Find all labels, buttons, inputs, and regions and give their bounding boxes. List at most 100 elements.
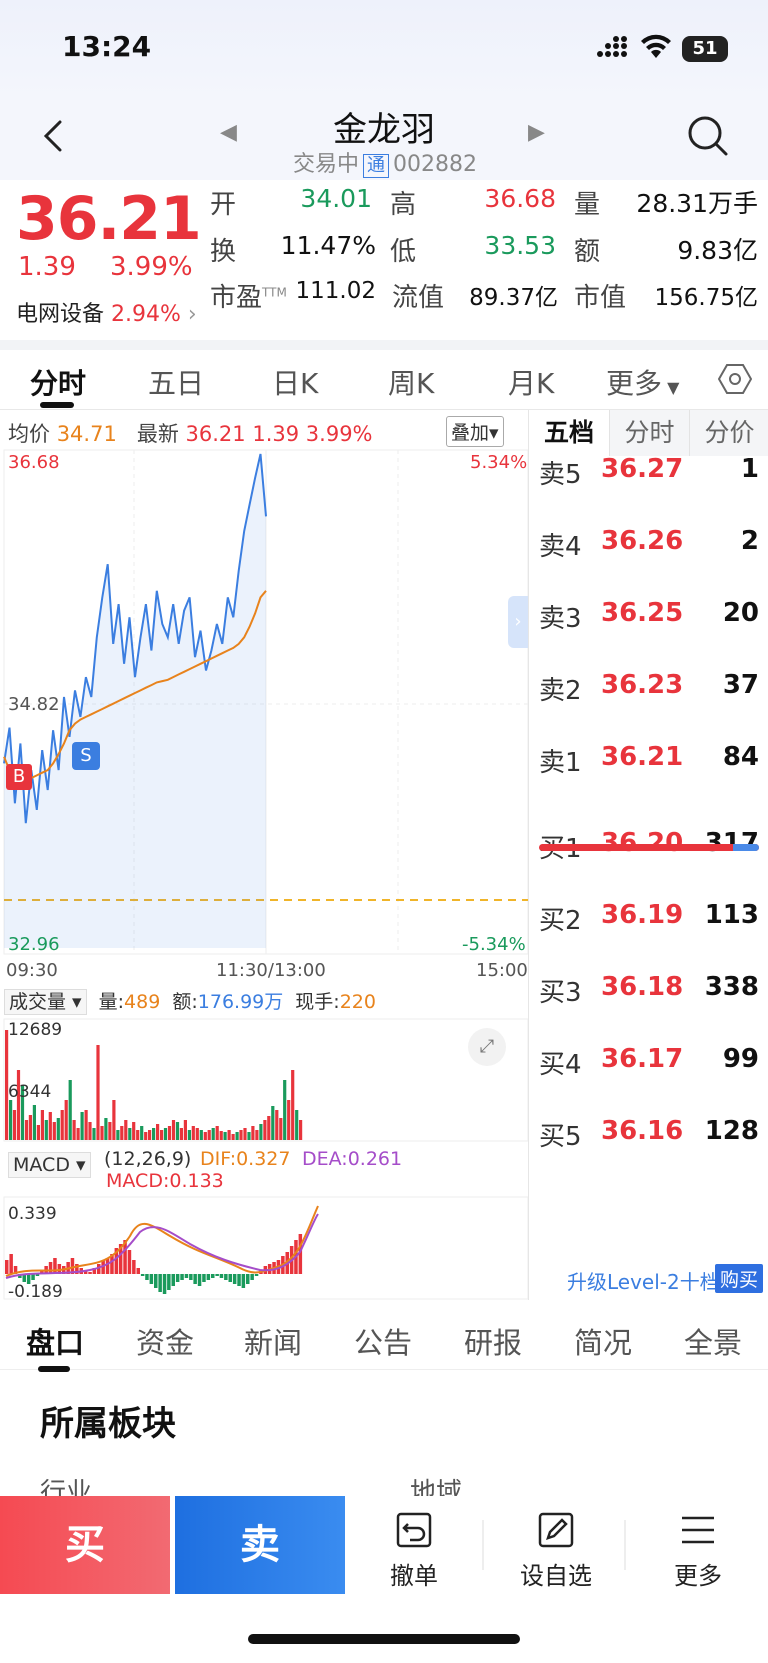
bid-ask-ratio-bar: [539, 844, 759, 851]
pct-axis-bottom: -5.34%: [462, 934, 526, 955]
volume-bar: [215, 1126, 219, 1140]
volume-bar: [144, 1132, 148, 1140]
bid-level-volume: 128: [704, 1116, 759, 1146]
bid-level-label: 买5: [539, 1122, 582, 1152]
macd-bar: [88, 1272, 92, 1274]
macd-bar: [171, 1274, 175, 1286]
open-value: 34.01: [300, 184, 372, 213]
volume-bar: [56, 1118, 60, 1140]
macd-bar: [219, 1274, 224, 1278]
tab-capital[interactable]: 资金: [136, 1326, 195, 1360]
ask-level-row[interactable]: 卖3 36.25 20: [529, 598, 768, 638]
tab-five-levels[interactable]: 五档: [529, 410, 609, 456]
intraday-price-chart[interactable]: [0, 448, 528, 976]
tab-overview[interactable]: 全景: [684, 1326, 743, 1360]
tab-announcements[interactable]: 公告: [354, 1326, 413, 1360]
tab-ticks[interactable]: 分时: [609, 410, 689, 456]
bid-level-label: 买3: [539, 978, 582, 1008]
macd-selector[interactable]: MACD ▾: [8, 1152, 91, 1178]
volume-bar: [52, 1122, 56, 1140]
bid-level-label: 买2: [539, 906, 582, 936]
buy-button[interactable]: 买: [0, 1496, 170, 1594]
sell-marker[interactable]: S: [72, 742, 100, 770]
volume-bar: [263, 1120, 267, 1140]
mktcap-value: 156.75亿: [654, 285, 758, 311]
macd-bar: [202, 1274, 206, 1282]
avg-value: 34.71: [56, 422, 117, 446]
tab-order-book[interactable]: 盘口: [26, 1326, 85, 1360]
volume-bar: [16, 1070, 21, 1140]
bid-level-volume: 99: [722, 1044, 759, 1074]
macd-bar: [145, 1274, 149, 1280]
expand-panel-handle[interactable]: ›: [508, 596, 528, 648]
overlay-dropdown[interactable]: 叠加▾: [446, 416, 504, 447]
macd-bar: [298, 1234, 303, 1274]
macd-bar: [35, 1274, 40, 1276]
info-tab-bar: 盘口 资金 新闻 公告 研报 简况 全景: [0, 1300, 768, 1372]
volume-bar: [191, 1126, 195, 1140]
buy-marker[interactable]: B: [6, 764, 32, 790]
fullscreen-icon[interactable]: ⤢: [468, 1028, 506, 1066]
macd-bar: [105, 1258, 110, 1274]
tab-price-distribution[interactable]: 分价: [689, 410, 768, 456]
quote-panel: 36.21 1.39 3.99% 电网设备 2.94% › 开 34.01 高 …: [0, 180, 768, 340]
back-icon[interactable]: [34, 116, 74, 156]
bid-level-row[interactable]: 买5 36.16 128: [529, 1116, 768, 1156]
macd-chart[interactable]: [0, 1196, 528, 1300]
prev-stock-arrow-icon[interactable]: ◀: [220, 120, 237, 145]
cancel-order-button[interactable]: 撤单: [364, 1510, 464, 1591]
volume-bar: [235, 1132, 239, 1140]
add-watchlist-button[interactable]: 设自选: [506, 1510, 606, 1591]
ask-level-row[interactable]: 卖4 36.26 2: [529, 526, 768, 566]
home-indicator: [248, 1634, 520, 1644]
tab-weekly-k[interactable]: 周K: [388, 367, 435, 400]
volume-bar: [5, 1030, 9, 1140]
volume-bar: [44, 1120, 48, 1140]
volume-bar: [279, 1118, 283, 1140]
sector-section-title: 所属板块: [40, 1404, 176, 1444]
time-axis-start: 09:30: [6, 960, 58, 981]
volume-bar: [283, 1080, 287, 1140]
volume-bar: [80, 1112, 84, 1140]
bid-level-row[interactable]: 买2 36.19 113: [529, 900, 768, 940]
bid-level-row[interactable]: 买4 36.17 99: [529, 1044, 768, 1084]
macd-bar: [140, 1274, 145, 1276]
ask-level-row[interactable]: 卖1 36.21 84: [529, 742, 768, 782]
macd-bar: [254, 1274, 259, 1276]
stock-subtitle: 交易中通 002882: [260, 146, 510, 178]
search-icon[interactable]: [686, 114, 730, 158]
tab-news[interactable]: 新闻: [244, 1326, 303, 1360]
ask-level-price: 36.27: [601, 454, 684, 484]
sell-button[interactable]: 卖: [175, 1496, 345, 1594]
tab-intraday[interactable]: 分时: [30, 367, 87, 400]
upgrade-level2-link[interactable]: 升级Level-2十档: [567, 1270, 720, 1294]
volume-bar: [132, 1122, 136, 1140]
volume-chart[interactable]: [0, 1018, 528, 1142]
settings-hexagon-icon[interactable]: [718, 362, 752, 396]
macd-bar: [40, 1270, 44, 1274]
active-tab-indicator: [40, 402, 74, 408]
volume-bar: [160, 1130, 164, 1140]
tab-monthly-k[interactable]: 月K: [508, 367, 555, 400]
macd-bar: [237, 1274, 241, 1286]
volume-bar: [36, 1125, 40, 1140]
more-button[interactable]: 更多: [648, 1510, 748, 1591]
tab-profile[interactable]: 简况: [574, 1326, 633, 1360]
wifi-icon: [641, 34, 671, 58]
ask-level-row[interactable]: 卖2 36.23 37: [529, 670, 768, 710]
tab-research[interactable]: 研报: [464, 1326, 523, 1360]
tab-more[interactable]: 更多 ▼: [606, 367, 680, 400]
volume-bar: [243, 1128, 247, 1140]
tab-daily-k[interactable]: 日K: [272, 367, 319, 400]
volume-bar: [124, 1120, 128, 1140]
sector-link[interactable]: 电网设备 2.94% ›: [16, 296, 197, 328]
tab-five-day[interactable]: 五日: [148, 367, 205, 400]
bid-level-row[interactable]: 买3 36.18 338: [529, 972, 768, 1012]
volume-bar: [251, 1126, 255, 1140]
volume-selector[interactable]: 成交量 ▾: [4, 989, 87, 1015]
macd-bar: [250, 1274, 254, 1280]
pe-value: 111.02: [295, 278, 376, 304]
purchase-badge-button[interactable]: 购买: [715, 1264, 764, 1293]
next-stock-arrow-icon[interactable]: ▶: [528, 120, 545, 145]
ask-level-row[interactable]: 卖5 36.27 1: [529, 454, 768, 494]
